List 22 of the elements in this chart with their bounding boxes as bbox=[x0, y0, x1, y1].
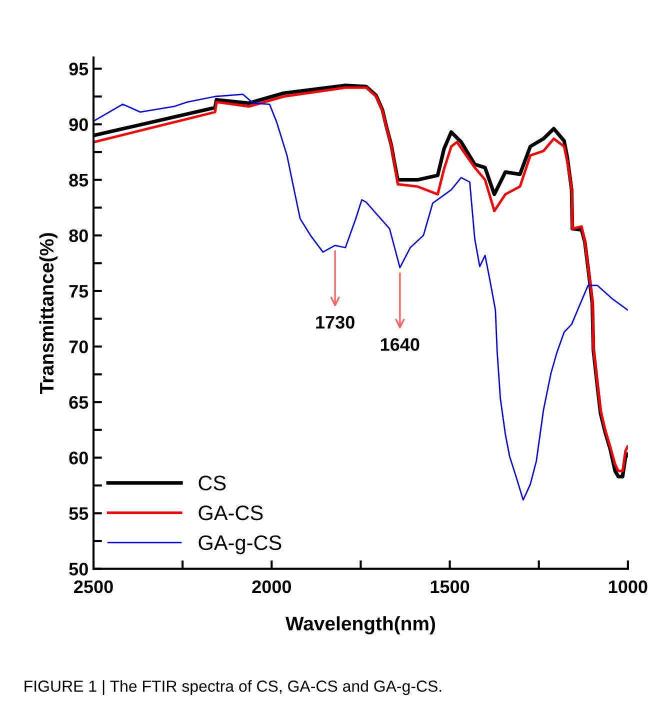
x-tick-label: 1000 bbox=[608, 580, 648, 594]
y-axis-title: Transmittance(%) bbox=[39, 233, 58, 394]
x-tick-label: 2000 bbox=[252, 580, 291, 594]
legend-label: CS bbox=[198, 476, 226, 490]
legend-label: GA-CS bbox=[198, 506, 263, 520]
x-tick-label: 1500 bbox=[430, 580, 470, 594]
y-tick-label: 65 bbox=[69, 396, 88, 409]
y-tick-label: 75 bbox=[69, 285, 88, 298]
annotation: 1730 bbox=[316, 316, 354, 329]
y-tick-label: 85 bbox=[69, 174, 88, 187]
legend-label: GA-g-CS bbox=[198, 535, 282, 554]
y-tick-label: 50 bbox=[69, 562, 88, 576]
y-tick-label: 80 bbox=[69, 229, 88, 242]
y-tick-label: 95 bbox=[69, 62, 88, 76]
x-axis-title: Wavelength(nm) bbox=[285, 616, 436, 634]
y-tick-label: 55 bbox=[69, 507, 88, 520]
y-tick-label: 70 bbox=[69, 340, 88, 354]
annotation: 1640 bbox=[380, 338, 420, 351]
x-tick-label: 2500 bbox=[74, 580, 113, 594]
y-tick-label: 60 bbox=[69, 452, 88, 464]
y-tick-label: 90 bbox=[69, 118, 88, 131]
caption: FIGURE 1 | The FTIR spectra of CS, GA-CS and GA-g-CS. bbox=[24, 680, 442, 696]
